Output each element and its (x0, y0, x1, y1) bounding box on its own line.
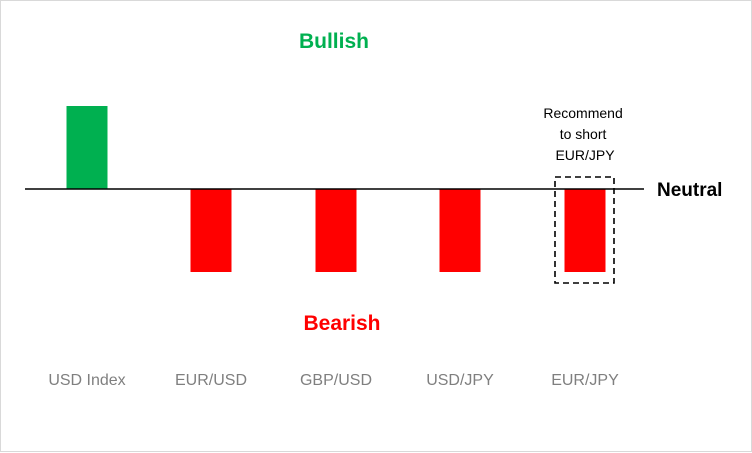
recommendation-line-3: EUR/JPY (555, 147, 615, 163)
neutral-label: Neutral (657, 180, 722, 201)
recommendation-note: Recommend to short EUR/JPY (543, 105, 626, 163)
bar-eur-jpy (564, 189, 606, 272)
category-label-usd-index: USD Index (48, 372, 125, 389)
recommendation-line-1: Recommend (543, 105, 622, 121)
bar-usd-jpy (439, 189, 481, 272)
category-label-eur-jpy: EUR/JPY (551, 372, 619, 389)
bar-usd-index (66, 106, 108, 189)
category-label-gbp-usd: GBP/USD (300, 372, 372, 389)
recommendation-highlight-box (554, 176, 615, 284)
category-label-usd-jpy: USD/JPY (426, 372, 494, 389)
bullish-label: Bullish (299, 30, 369, 53)
bar-eur-usd (190, 189, 232, 272)
recommendation-line-2: to short (560, 126, 607, 142)
bar-gbp-usd (315, 189, 357, 272)
category-label-eur-usd: EUR/USD (175, 372, 247, 389)
bearish-label: Bearish (303, 312, 380, 335)
